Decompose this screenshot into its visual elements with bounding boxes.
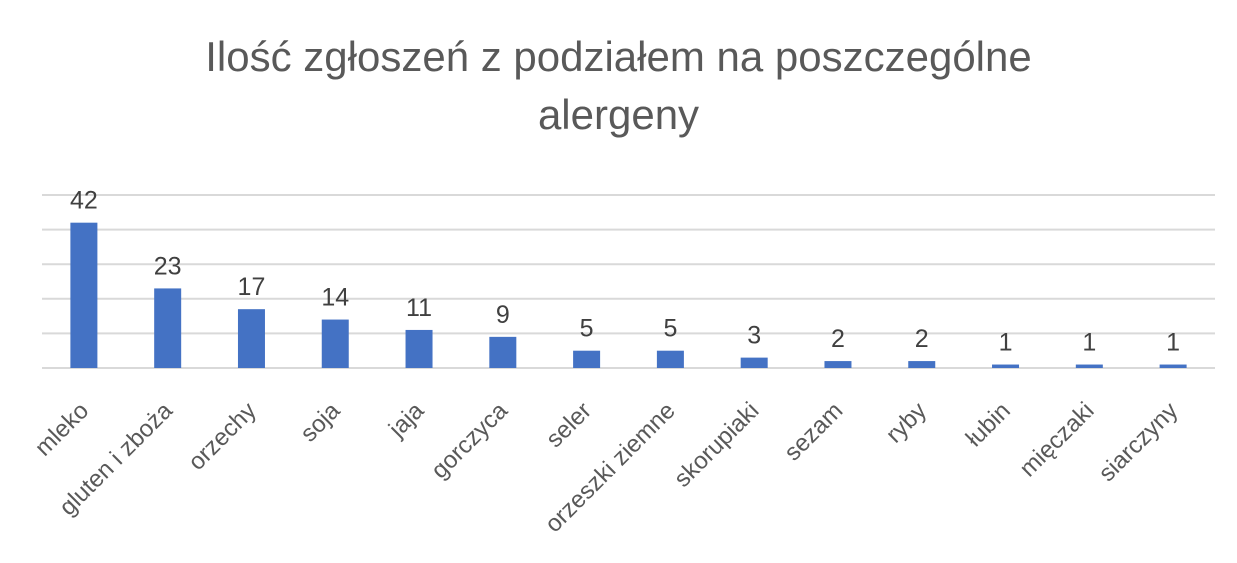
- category-tick-label: seler: [541, 397, 597, 453]
- data-label: 2: [915, 325, 929, 353]
- bar: [154, 288, 182, 368]
- category-tick-label: mięczaki: [1014, 397, 1099, 482]
- category-tick-label: skorupiaki: [669, 397, 764, 492]
- chart-title: Ilość zgłoszeń z podziałem na poszczegól…: [0, 28, 1237, 144]
- data-label: 9: [496, 301, 510, 329]
- bar: [824, 361, 852, 368]
- category-tick-label: siarczyny: [1094, 397, 1184, 487]
- bar: [237, 309, 265, 368]
- data-label: 11: [406, 294, 432, 322]
- data-label: 1: [999, 329, 1013, 357]
- data-label: 14: [321, 284, 349, 312]
- category-tick-label: mleko: [30, 397, 94, 461]
- category-tick-label: ryby: [881, 397, 932, 448]
- bar: [321, 319, 349, 368]
- category-tick-label: soja: [295, 397, 346, 448]
- data-label: 5: [663, 315, 677, 343]
- bar: [1159, 364, 1187, 368]
- bar: [405, 329, 433, 368]
- data-label: 5: [580, 315, 594, 343]
- data-label: 17: [238, 273, 266, 301]
- chart-title-line-2: alergeny: [537, 91, 700, 138]
- bar: [992, 364, 1020, 368]
- data-label: 1: [1166, 329, 1180, 357]
- chart-title-line-1: Ilość zgłoszeń z podziałem na poszczegól…: [205, 33, 1032, 80]
- category-tick-label: sezam: [779, 397, 848, 466]
- category-tick-label: jaja: [383, 397, 430, 444]
- bar: [1075, 364, 1103, 368]
- bar: [740, 357, 768, 368]
- data-label: 1: [1082, 329, 1096, 357]
- category-tick-label: gorczyca: [426, 397, 513, 484]
- data-label: 3: [747, 322, 761, 350]
- bars: [70, 222, 1187, 368]
- category-tick-label: łubin: [961, 397, 1016, 452]
- bar: [656, 350, 684, 368]
- gridlines: [42, 194, 1215, 369]
- data-label: 23: [154, 252, 182, 280]
- bar: [489, 336, 517, 368]
- category-tick-label: orzechy: [183, 397, 262, 476]
- bar: [573, 350, 601, 368]
- bar: [908, 361, 936, 368]
- data-label: 2: [831, 325, 845, 353]
- data-label: 42: [70, 187, 98, 215]
- bar: [70, 222, 98, 368]
